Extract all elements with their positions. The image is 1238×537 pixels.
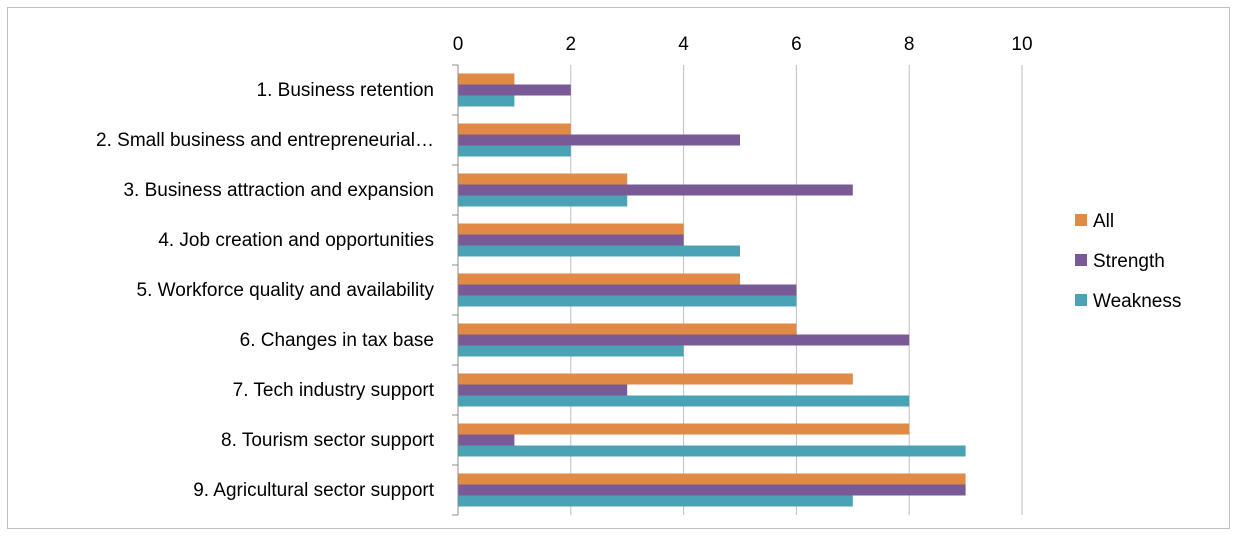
category-labels: 1. Business retention 2. Small business a… [96, 80, 435, 501]
bar-weakness [458, 295, 797, 307]
legend-label-all: All [1093, 211, 1114, 232]
bars [458, 73, 966, 507]
bar-weakness [458, 145, 571, 157]
category-label: 1. Business retention [257, 80, 434, 101]
x-tick-label: 2 [566, 34, 577, 55]
legend-label-weakness: Weakness [1093, 291, 1181, 312]
category-label: 6. Changes in tax base [240, 330, 434, 351]
bar-weakness [458, 395, 910, 407]
bar-all [458, 473, 966, 485]
legend-swatch-all [1075, 214, 1087, 226]
x-tick-label: 4 [678, 34, 689, 55]
x-tick-label: 6 [791, 34, 802, 55]
category-label: 9. Agricultural sector support [193, 480, 435, 501]
category-label: 3. Business attraction and expansion [123, 180, 434, 201]
legend-label-strength: Strength [1093, 251, 1165, 272]
bar-strength [458, 284, 797, 296]
bar-weakness [458, 195, 628, 207]
category-label: 7. Tech industry support [233, 380, 435, 401]
value-axis-ticks: 0 2 4 6 8 10 [453, 34, 1033, 55]
category-label: 4. Job creation and opportunities [158, 230, 434, 251]
bar-strength [458, 484, 966, 496]
bar-weakness [458, 95, 515, 107]
legend-swatch-weakness [1075, 294, 1087, 306]
legend-swatch-strength [1075, 254, 1087, 266]
category-label: 2. Small business and entrepreneurial… [96, 130, 434, 151]
bar-strength [458, 334, 910, 346]
bar-all [458, 223, 684, 235]
chart-frame: 0 2 4 6 8 10 1. Business retention 2. Small bu… [7, 7, 1230, 529]
bar-strength [458, 384, 628, 396]
category-label: 8. Tourism sector support [221, 430, 435, 451]
bar-strength [458, 184, 853, 196]
bar-all [458, 73, 515, 85]
x-tick-label: 8 [904, 34, 915, 55]
bar-all [458, 123, 571, 135]
bar-strength [458, 234, 684, 246]
bar-weakness [458, 495, 853, 507]
x-tick-label: 0 [453, 34, 464, 55]
bar-strength [458, 134, 740, 146]
x-tick-label: 10 [1011, 34, 1032, 55]
category-axis [452, 64, 459, 516]
bar-all [458, 323, 797, 335]
bar-all [458, 173, 628, 185]
category-label: 5. Workforce quality and availability [137, 280, 435, 301]
bar-all [458, 273, 740, 285]
bar-strength [458, 84, 571, 96]
bar-chart: 0 2 4 6 8 10 1. Business retention 2. Small bu… [96, 34, 1181, 516]
legend: All Strength Weakness [1075, 211, 1181, 312]
bar-weakness [458, 245, 740, 257]
bar-all [458, 423, 910, 435]
bar-all [458, 373, 853, 385]
bar-weakness [458, 445, 966, 457]
bar-strength [458, 434, 515, 446]
bar-weakness [458, 345, 684, 357]
